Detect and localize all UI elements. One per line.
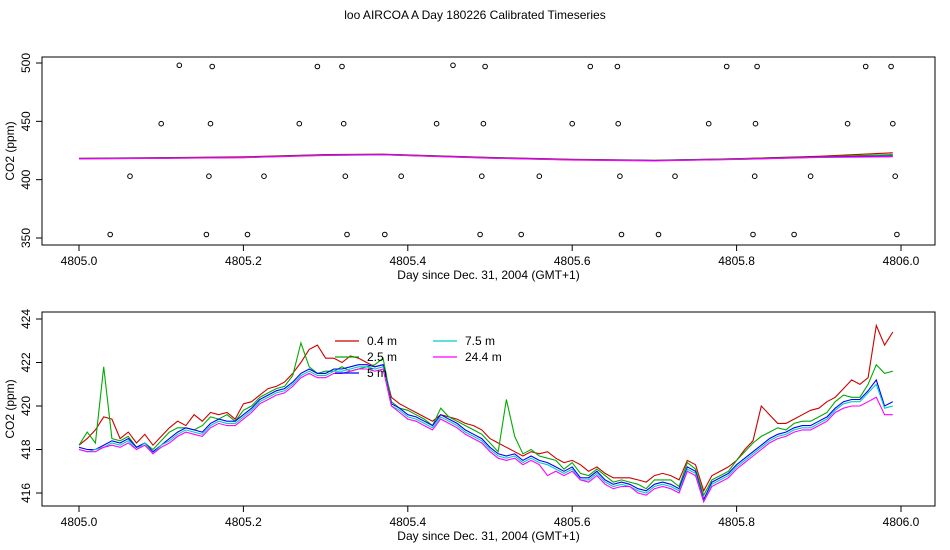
panel-top-point (107, 231, 113, 238)
panel-top-point (754, 63, 760, 70)
panel-bottom-xtick-label: 4805.4 (389, 515, 426, 529)
legend-label: 24.4 m (465, 350, 502, 364)
panel-top-point (751, 173, 758, 179)
panel-top-point (314, 63, 321, 70)
panel-bottom-xtick-label: 4805.6 (554, 515, 591, 529)
panel-bottom-ytick-label: 422 (19, 352, 33, 372)
panel-top-xtick-label: 4806.0 (883, 254, 920, 268)
panel-top-point (890, 120, 896, 127)
panel-top-point (206, 173, 212, 179)
panel-top-point (618, 231, 625, 238)
panel-top-point (892, 173, 899, 179)
panel-top-xtick-label: 4805.2 (225, 254, 262, 268)
legend-label: 0.4 m (367, 334, 397, 348)
panel-top-xtick-label: 4805.0 (61, 254, 98, 268)
panel-top-point (862, 63, 869, 70)
panel-top-point (176, 62, 183, 69)
panel-bottom-frame (41, 311, 936, 507)
series-line-24-4-m (78, 368, 893, 504)
panel-top-point (705, 120, 712, 127)
panel-top-point (450, 62, 456, 69)
panel-top-point (296, 120, 303, 127)
panel-top-point (752, 120, 759, 127)
panel-top-ytick-label: 500 (19, 53, 33, 73)
legend-label: 7.5 m (465, 334, 495, 348)
panel-top-point (158, 120, 164, 127)
panel-bottom-ytick-label: 418 (19, 439, 33, 459)
panel-top-point (617, 173, 623, 179)
panel-top-series-line (78, 154, 893, 162)
legend-label: 5 m (367, 366, 387, 380)
panel-top-ylabel: CO2 (ppm) (3, 121, 17, 180)
panel-top-xtick-label: 4805.4 (389, 254, 426, 268)
panel-top-point (342, 173, 349, 179)
panel-bottom-axes: 4805.0 4805.2 4805.4 4805.6 4805.8 4806.0 416 4… (19, 309, 920, 529)
panel-top-point (655, 231, 662, 238)
panel-top-point (479, 173, 485, 179)
series-line-0-4-m (78, 323, 894, 493)
panel-bottom-ylabel: CO2 (ppm) (3, 379, 17, 438)
panel-top-point (614, 63, 621, 70)
panel-top-point (433, 120, 440, 127)
panel-top-point (344, 231, 350, 238)
panel-top-xtick-label: 4805.8 (718, 254, 755, 268)
series-line-2-5-m (78, 340, 893, 497)
panel-bottom-series (78, 323, 894, 504)
panel-bottom-ytick-label: 420 (19, 396, 33, 416)
panel-top-series (78, 152, 893, 162)
panel-bottom-xtick-label: 4806.0 (883, 515, 920, 529)
panel-top-points (107, 62, 900, 238)
panel-top-point (477, 231, 483, 238)
panel-top-point (536, 173, 543, 179)
panel-top-point (888, 63, 894, 70)
panel-top-point (672, 173, 678, 179)
panel-top-point (587, 63, 594, 70)
panel-top-point (723, 63, 730, 70)
panel-bottom-xtick-label: 4805.2 (225, 515, 262, 529)
panel-top-ytick-label: 400 (19, 169, 33, 189)
panel-bottom-xlabel: Day since Dec. 31, 2004 (GMT+1) (397, 529, 579, 543)
panel-top-point (569, 120, 576, 127)
panel-top-point (261, 173, 267, 179)
panel-top-point (207, 120, 214, 127)
panel-top-point (127, 173, 133, 179)
panel-top-xlabel: Day since Dec. 31, 2004 (GMT+1) (397, 268, 579, 282)
panel-top: 4805.0 4805.2 4805.4 4805.6 4805.8 4806.0 350 4… (3, 53, 936, 282)
panel-top-xtick-label: 4805.6 (554, 254, 591, 268)
legend: 0.4 m 2.5 m 5 m 7.5 m 24.4 m (335, 334, 502, 380)
panel-bottom: 4805.0 4805.2 4805.4 4805.6 4805.8 4806.0 416 4… (3, 309, 936, 543)
panel-top-point (807, 173, 814, 179)
series-line-7-5-m (78, 366, 893, 504)
panel-top-ytick-label: 350 (19, 228, 33, 248)
panel-top-point (209, 63, 215, 70)
legend-label: 2.5 m (367, 350, 397, 364)
panel-top-ytick-label: 450 (19, 111, 33, 131)
chart-title: loo AIRCOA A Day 180226 Calibrated Times… (344, 8, 606, 22)
panel-top-point (518, 231, 525, 238)
panel-top-point (482, 63, 488, 70)
panel-top-point (894, 231, 900, 238)
panel-top-point (203, 231, 210, 238)
panel-top-point (398, 173, 405, 179)
panel-top-series-line (78, 152, 893, 161)
panel-top-axes: 4805.0 4805.2 4805.4 4805.6 4805.8 4806.0 350 4… (19, 53, 920, 268)
panel-bottom-xtick-label: 4805.8 (718, 515, 755, 529)
panel-top-point (244, 231, 251, 238)
panel-top-point (750, 231, 756, 238)
panel-top-point (615, 120, 622, 127)
panel-bottom-ytick-label: 424 (19, 309, 33, 329)
panel-top-point (382, 231, 388, 238)
series-line-5-m (78, 364, 894, 502)
panel-bottom-xtick-label: 4805.0 (61, 515, 98, 529)
panel-top-point (340, 120, 347, 127)
panel-top-frame (41, 56, 936, 246)
panel-top-point (791, 231, 797, 238)
panel-top-point (844, 120, 851, 127)
panel-top-point (339, 63, 345, 70)
panel-bottom-ytick-label: 416 (19, 483, 33, 503)
panel-top-point (480, 120, 487, 127)
